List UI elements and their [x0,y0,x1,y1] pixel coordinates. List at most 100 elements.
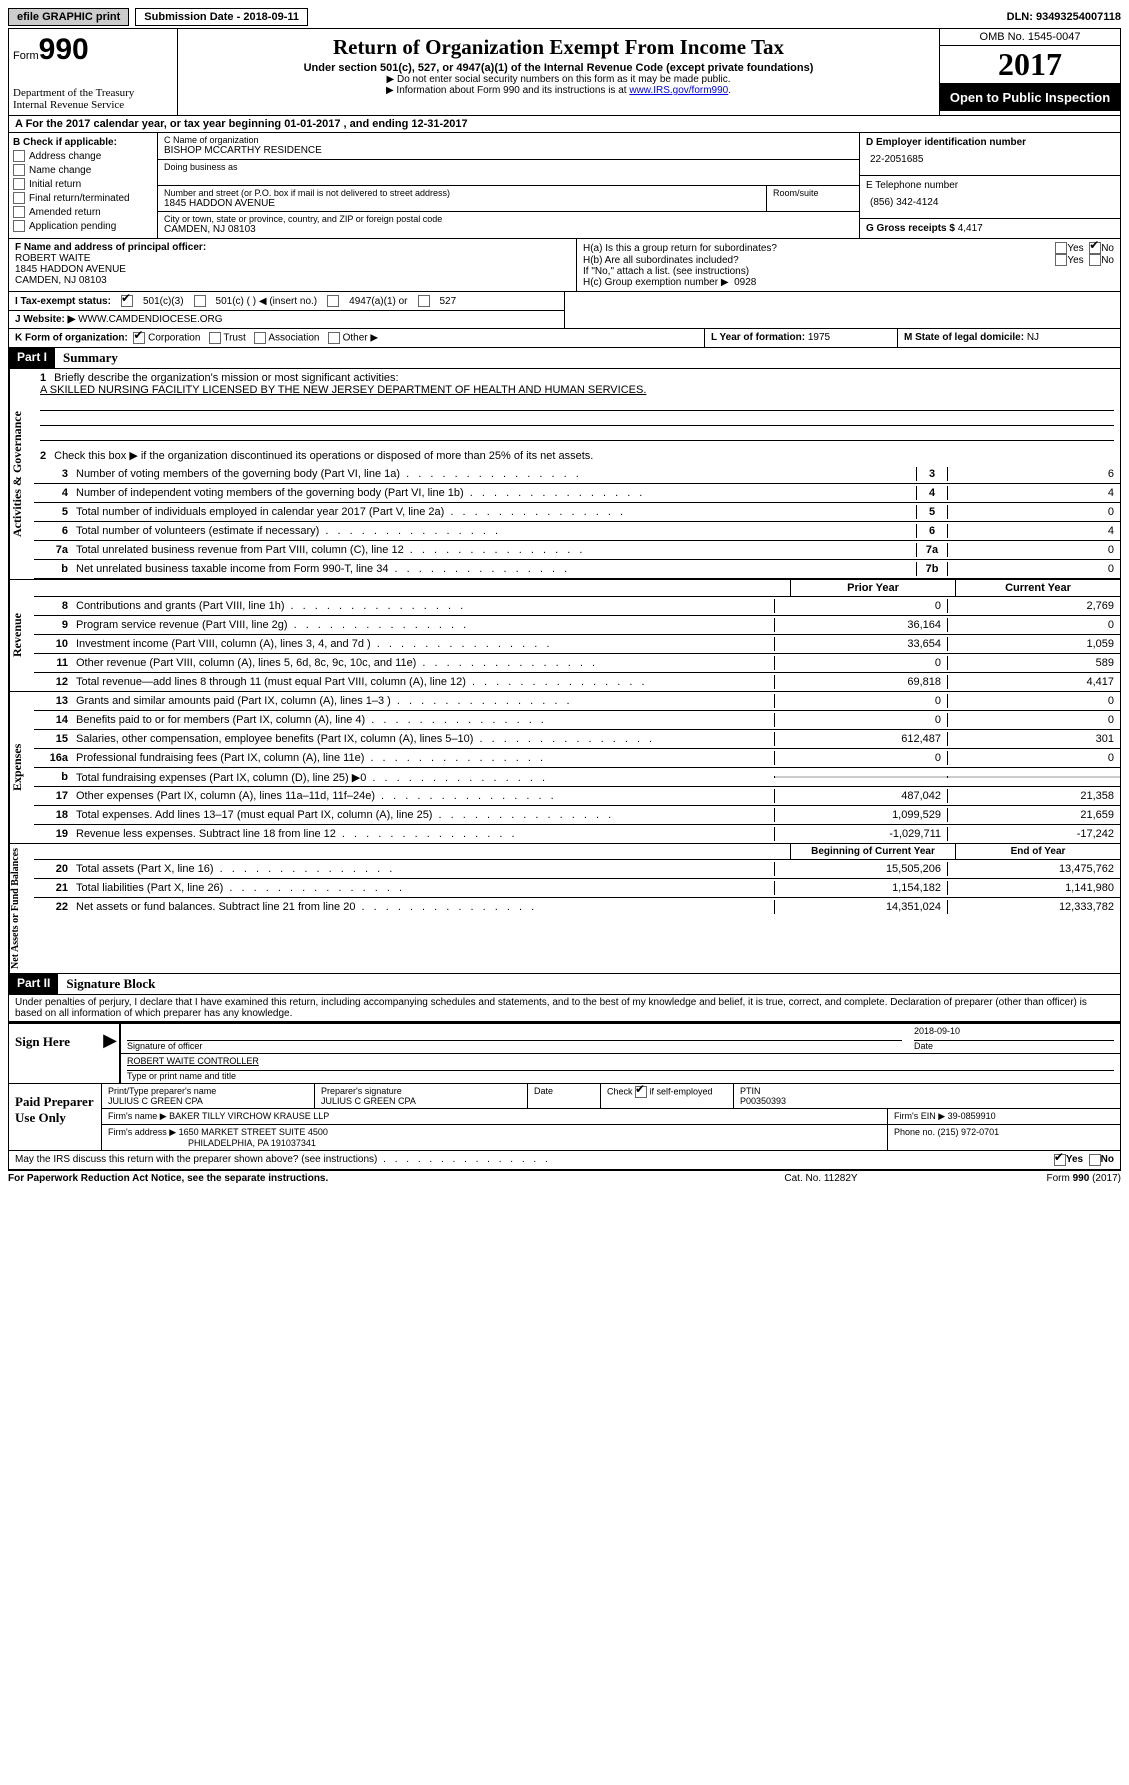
row-num: 19 [34,827,72,841]
dln-label: DLN: [1007,11,1036,23]
row-prior: 69,818 [774,675,947,689]
m-label: M State of legal domicile: [904,332,1027,343]
label-final-return: Final return/terminated [29,193,130,204]
row-desc: Program service revenue (Part VIII, line… [72,618,774,632]
row-prior: 15,505,206 [774,862,947,876]
submission-date-box: Submission Date - 2018-09-11 [135,8,308,26]
row-desc: Number of independent voting members of … [72,486,916,500]
row-box: 3 [916,467,948,481]
part2-badge: Part II [9,974,58,994]
row-desc: Total revenue—add lines 8 through 11 (mu… [72,675,774,689]
ein-label: D Employer identification number [866,137,1114,148]
checkbox-final-return[interactable] [13,192,25,204]
checkbox-association[interactable] [254,332,266,344]
irs-link[interactable]: www.IRS.gov/form990 [629,85,728,96]
row-num: 15 [34,732,72,746]
revenue-col-headers: Prior Year Current Year [34,580,1120,597]
table-row: 11 Other revenue (Part VIII, column (A),… [34,654,1120,673]
checkbox-501c[interactable] [194,295,206,307]
checkbox-application-pending[interactable] [13,220,25,232]
checkbox-self-employed[interactable] [635,1086,647,1098]
netassets-col-headers: Beginning of Current Year End of Year [34,844,1120,860]
col-prior-year: Prior Year [790,580,955,596]
row-num: 14 [34,713,72,727]
row-i-j-wrapper: I Tax-exempt status: 501(c)(3) 501(c) ( … [8,292,1121,329]
label-address-change: Address change [29,151,101,162]
section-b-checkboxes: B Check if applicable: Address change Na… [9,133,158,238]
checkbox-other[interactable] [328,332,340,344]
open-public-badge: Open to Public Inspection [940,84,1120,111]
table-row: 16a Professional fundraising fees (Part … [34,749,1120,768]
checkbox-527[interactable] [418,295,430,307]
org-name-label: C Name of organization [164,135,853,145]
sig-date-value: 2018-09-10 [914,1026,1114,1041]
checkbox-name-change[interactable] [13,164,25,176]
row-current: 0 [947,713,1120,727]
instruction-line-2: ▶ Information about Form 990 and its ins… [182,85,935,96]
checkbox-amended-return[interactable] [13,206,25,218]
table-row: 14 Benefits paid to or for members (Part… [34,711,1120,730]
section-i-tax-status: I Tax-exempt status: 501(c)(3) 501(c) ( … [9,292,564,310]
side-label-expenses: Expenses [9,692,34,843]
form-label: Form [13,50,39,62]
hb-note: If "No," attach a list. (see instruction… [583,266,1114,277]
row-current: 0 [947,694,1120,708]
firm-city-value: PHILADELPHIA, PA 191037341 [108,1138,881,1148]
checkbox-discuss-no[interactable] [1089,1154,1101,1166]
row-box: 7a [916,543,948,557]
org-name: BISHOP MCCARTHY RESIDENCE [164,145,853,156]
row-value: 0 [948,505,1120,519]
ein-value: 22-2051685 [866,148,1114,171]
label-501c: 501(c) ( ) ◀ (insert no.) [216,296,318,307]
row-current: 13,475,762 [947,862,1120,876]
row-desc: Total liabilities (Part X, line 26) [72,881,774,895]
section-d-employer-info: D Employer identification number 22-2051… [860,133,1120,238]
row-num: 8 [34,599,72,613]
form-title: Return of Organization Exempt From Incom… [182,35,935,60]
city-label: City or town, state or province, country… [164,214,853,224]
row-desc: Number of voting members of the governin… [72,467,916,481]
checkbox-initial-return[interactable] [13,178,25,190]
j-value: WWW.CAMDENDIOCESE.ORG [75,314,222,325]
row-value: 0 [948,543,1120,557]
checkbox-ha-no[interactable] [1089,242,1101,254]
instruction-line-1: ▶ Do not enter social security numbers o… [182,74,935,85]
checkbox-address-change[interactable] [13,150,25,162]
firm-name-label: Firm's name ▶ [108,1111,169,1121]
self-employed-text: Check [607,1086,635,1096]
sig-officer-label: Signature of officer [127,1041,902,1051]
checkbox-discuss-yes[interactable] [1054,1154,1066,1166]
room-label: Room/suite [773,188,853,198]
omb-number: OMB No. 1545-0047 [940,29,1120,46]
row-num: 12 [34,675,72,689]
checkbox-501c3[interactable] [121,295,133,307]
label-corporation: Corporation [148,333,200,344]
row-k-form-org: K Form of organization: Corporation Trus… [8,329,1121,348]
checkbox-4947[interactable] [327,295,339,307]
row-prior: 0 [774,656,947,670]
checkbox-hb-no[interactable] [1089,254,1101,266]
header-right: OMB No. 1545-0047 2017 Open to Public In… [940,29,1120,115]
row-num: 3 [34,467,72,481]
label-other: Other ▶ [343,333,378,344]
form-subtitle: Under section 501(c), 527, or 4947(a)(1)… [182,62,935,74]
dept-line-2: Internal Revenue Service [13,99,173,111]
row-current: -17,242 [947,827,1120,841]
officer-label: F Name and address of principal officer: [15,242,570,253]
checkbox-corporation[interactable] [133,332,145,344]
label-trust: Trust [223,333,245,344]
checkbox-trust[interactable] [209,332,221,344]
side-label-governance: Activities & Governance [9,369,34,579]
label-association: Association [268,333,319,344]
efile-print-button[interactable]: efile GRAPHIC print [8,8,129,26]
part1-revenue-block: Revenue Prior Year Current Year 8 Contri… [8,580,1121,692]
checkbox-hb-yes[interactable] [1055,254,1067,266]
table-row: 19 Revenue less expenses. Subtract line … [34,825,1120,843]
checkbox-ha-yes[interactable] [1055,242,1067,254]
row-prior: 0 [774,713,947,727]
table-row: 18 Total expenses. Add lines 13–17 (must… [34,806,1120,825]
line2-prefix: ▶ Information about Form 990 and its ins… [386,85,629,96]
prep-sig-label: Preparer's signature [321,1086,521,1096]
table-row: b Net unrelated business taxable income … [34,560,1120,579]
row-prior: 33,654 [774,637,947,651]
